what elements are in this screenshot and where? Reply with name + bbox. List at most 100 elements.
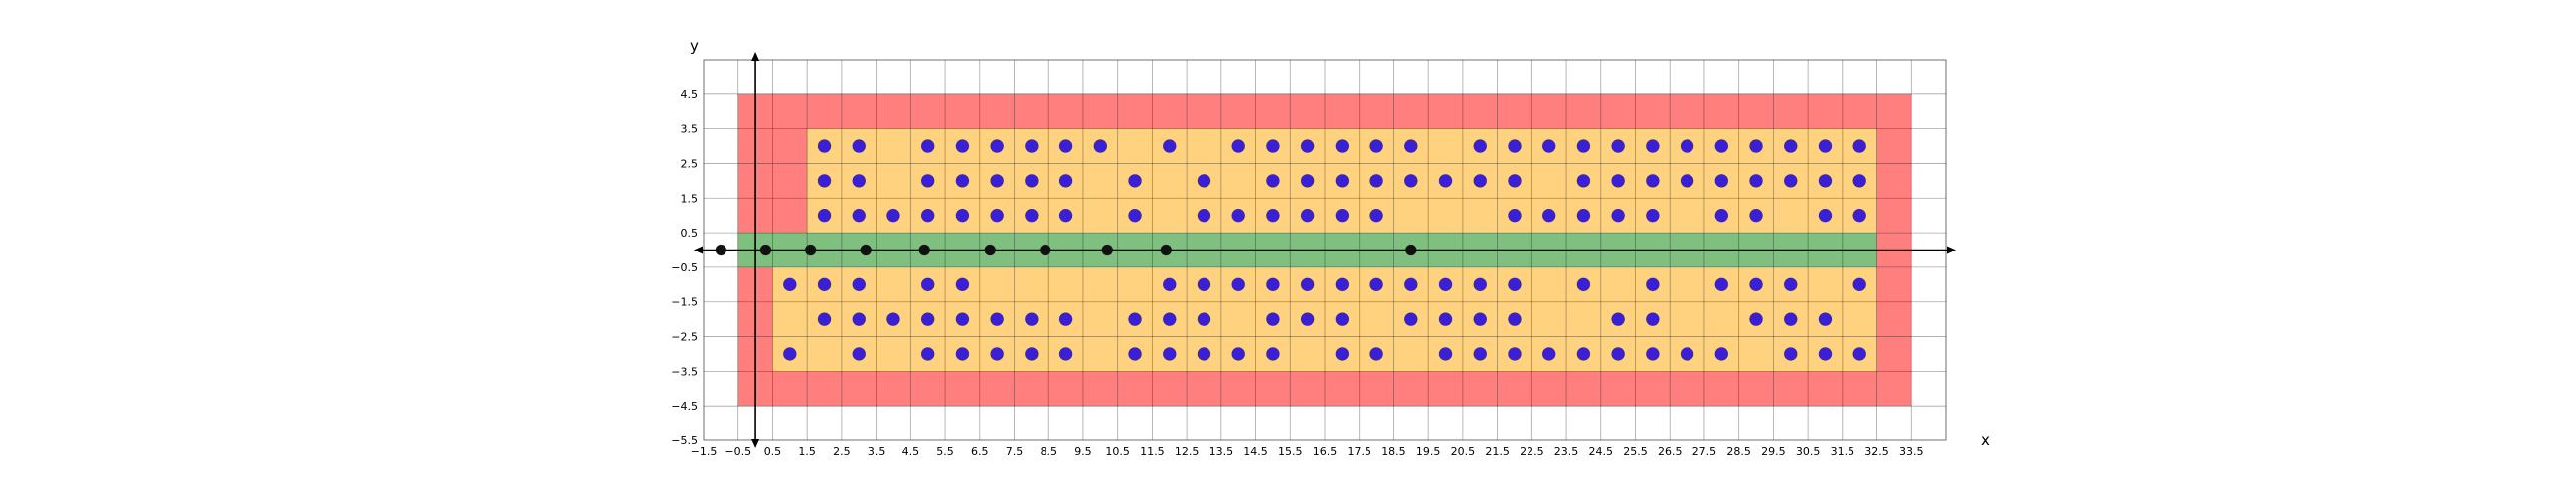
x-tick-label: 4.5 [902,445,920,458]
data-point [1714,208,1729,223]
data-point [1508,139,1522,153]
data-point [1818,312,1833,326]
x-axis-arrow [694,246,703,254]
data-point [852,312,867,326]
data-point [1231,208,1245,223]
x-axis-arrow [1947,246,1956,254]
data-point [1438,174,1453,188]
data-point [955,312,970,326]
data-point [1646,174,1660,188]
data-point [1335,139,1350,153]
y-tick-label: −3.5 [671,365,698,378]
data-point [1404,139,1418,153]
data-point [1818,139,1833,153]
y-tick-label: −2.5 [671,331,698,344]
y-axis-arrow [751,52,760,61]
data-point [1266,208,1280,223]
data-point [1404,174,1418,188]
data-point [1369,139,1383,153]
x-tick-label: 1.5 [798,445,816,458]
x-tick-label: −0.5 [724,445,751,458]
x-tick-label: 29.5 [1761,445,1786,458]
data-point [1300,277,1315,292]
data-point [783,277,797,292]
data-point [1541,347,1556,361]
data-point [920,312,935,326]
data-point [920,174,935,188]
data-point [1783,312,1798,326]
data-point [886,208,900,223]
data-point [1749,174,1763,188]
data-point [1646,208,1660,223]
y-tick-label: −1.5 [671,296,698,309]
x-tick-label: 8.5 [1040,445,1057,458]
data-point [1404,312,1418,326]
data-point [990,312,1004,326]
data-point [1335,208,1350,223]
data-point [1749,312,1763,326]
data-point [1162,277,1177,292]
data-point [1680,139,1694,153]
y-tick-label: 0.5 [681,227,699,240]
data-point [1576,139,1591,153]
data-point [1576,347,1591,361]
x-tick-label: 30.5 [1796,445,1821,458]
data-point [1438,277,1453,292]
data-point [1611,139,1625,153]
data-point [1438,347,1453,361]
data-point [1646,312,1660,326]
x-axis-label: x [1981,431,1990,449]
data-point [1162,347,1177,361]
data-point [852,139,867,153]
data-point [920,139,935,153]
data-point [1783,347,1798,361]
x-tick-label: 26.5 [1658,445,1683,458]
y-tick-label: 3.5 [681,123,699,136]
data-point [852,347,867,361]
x-tick-label: 17.5 [1347,445,1371,458]
x-tick-label: −1.5 [691,445,718,458]
data-point [783,347,797,361]
data-point [984,244,996,256]
data-point [817,139,832,153]
data-point [1025,312,1039,326]
data-point [1646,277,1660,292]
data-point [1852,208,1866,223]
data-point [1508,208,1522,223]
x-tick-label: 13.5 [1209,445,1234,458]
x-tick-label: 22.5 [1520,445,1544,458]
y-tick-label: 1.5 [681,192,699,205]
data-point [1783,174,1798,188]
data-point [1300,312,1315,326]
data-point [1335,174,1350,188]
data-point [1852,347,1866,361]
data-point [1335,277,1350,292]
data-point [886,312,900,326]
data-point [990,174,1004,188]
x-tick-label: 9.5 [1074,445,1092,458]
x-tick-label: 6.5 [971,445,989,458]
data-point [1058,312,1073,326]
data-point [1714,347,1729,361]
data-point [1749,139,1763,153]
data-point [1473,347,1488,361]
data-point [1714,139,1729,153]
data-point [1576,277,1591,292]
y-tick-label: −5.5 [671,434,698,447]
data-point [920,347,935,361]
data-point [1231,347,1245,361]
data-point [1300,174,1315,188]
x-tick-label: 12.5 [1175,445,1200,458]
data-point [1058,174,1073,188]
data-point [852,277,867,292]
data-point [852,208,867,223]
data-point [1405,244,1417,256]
data-point [1611,174,1625,188]
data-point [1197,312,1211,326]
data-point [1783,139,1798,153]
data-point [1335,347,1350,361]
x-tick-label: 14.5 [1243,445,1268,458]
data-point [1266,347,1280,361]
data-point [955,208,970,223]
data-point [1058,139,1073,153]
